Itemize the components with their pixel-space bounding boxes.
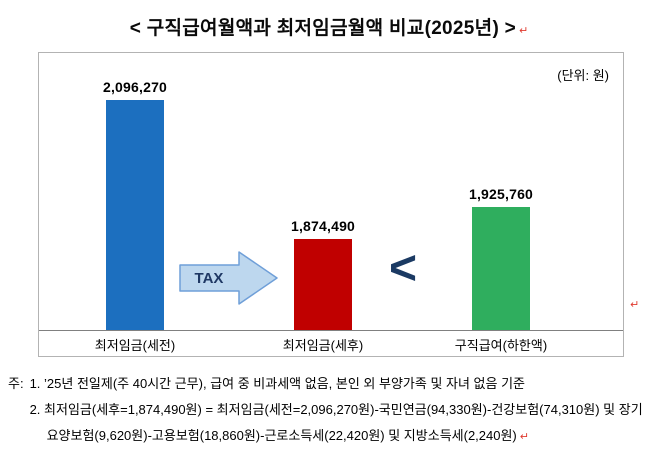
bar-group-jobseeker-benefit: 1,925,760 [441,186,561,330]
footnote-1: 1. ’25년 전일제(주 40시간 근무), 급여 중 비과세액 없음, 본인… [30,371,654,397]
footnotes: 주: 1. ’25년 전일제(주 40시간 근무), 급여 중 비과세액 없음,… [8,371,654,450]
footnote-2-text: 2. 최저임금(세후=1,874,490원) = 최저임금(세전=2,096,2… [29,402,643,443]
bar-value-label: 2,096,270 [102,79,168,95]
category-label-jobseeker-benefit: 구직급여(하한액) [454,338,548,353]
title-row: < 구직급여월액과 최저임금월액 비교(2025년) > ↵ [0,13,658,40]
chart-frame: (단위: 원) 2,096,270 1,874,490 1,925,760 TA… [38,52,624,357]
footnote-2: 2. 최저임금(세후=1,874,490원) = 최저임금(세전=2,096,2… [30,397,654,450]
paragraph-mark-icon: ↵ [519,431,529,443]
paragraph-mark-icon: ↵ [630,299,640,311]
bar-group-minwage-pretax: 2,096,270 [75,79,195,330]
bar-group-minwage-posttax: 1,874,490 [263,218,383,330]
tax-arrow-label: TAX [195,270,224,287]
page-title: < 구직급여월액과 최저임금월액 비교(2025년) > [129,18,517,39]
less-than-symbol: < [389,242,418,295]
footnote-1-text: 1. ’25년 전일제(주 40시간 근무), 급여 중 비과세액 없음, 본인… [29,376,526,391]
tax-arrow-shape [179,251,278,305]
unit-label: (단위: 원) [557,68,609,83]
category-label-minwage-posttax: 최저임금(세후) [282,338,364,353]
bar-value-label: 1,874,490 [290,218,356,234]
bar-minwage-pretax [106,100,164,330]
footnote-list: 1. ’25년 전일제(주 40시간 근무), 급여 중 비과세액 없음, 본인… [30,371,654,450]
tax-arrow: TAX [179,251,278,305]
footnote-prefix: 주: [8,376,24,391]
bar-value-label: 1,925,760 [468,186,534,202]
paragraph-mark-icon: ↵ [519,25,529,37]
x-axis-line [39,330,623,331]
category-label-minwage-pretax: 최저임금(세전) [94,338,176,353]
bar-minwage-posttax [294,239,352,330]
bar-jobseeker-benefit [472,207,530,330]
